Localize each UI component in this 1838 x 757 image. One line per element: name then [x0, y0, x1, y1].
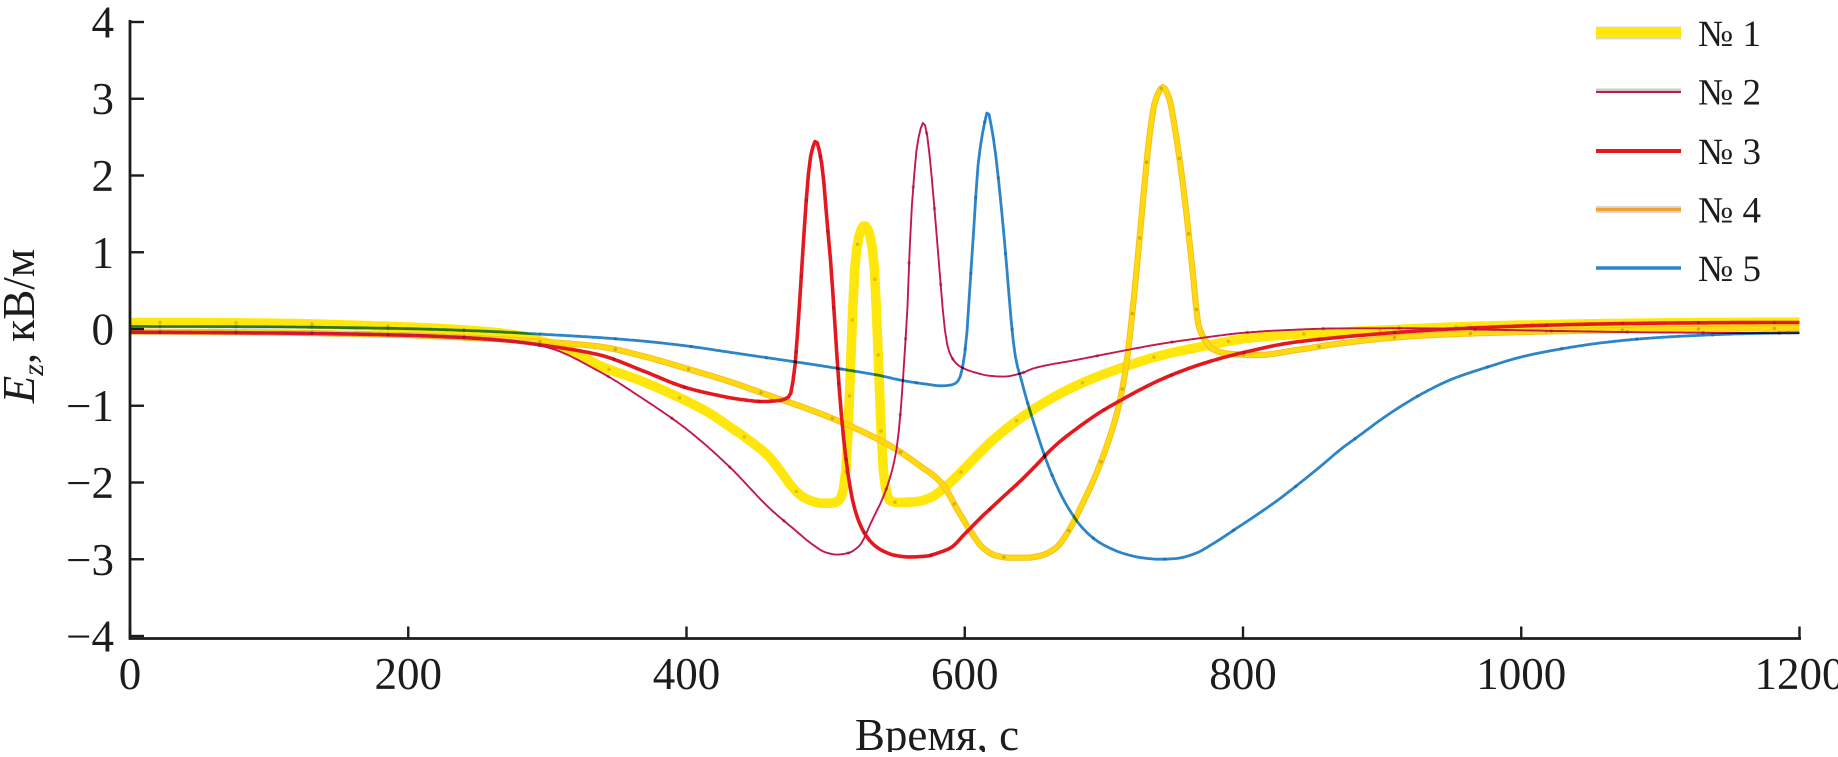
- svg-text:800: 800: [1209, 649, 1277, 699]
- svg-text:4: 4: [92, 0, 115, 48]
- svg-text:−1: −1: [66, 381, 114, 431]
- svg-text:−3: −3: [66, 535, 114, 585]
- svg-text:1000: 1000: [1476, 649, 1566, 699]
- svg-text:№ 2: № 2: [1698, 73, 1761, 114]
- svg-text:№ 4: № 4: [1698, 191, 1761, 232]
- svg-text:200: 200: [374, 649, 442, 699]
- svg-text:№ 5: № 5: [1698, 249, 1761, 290]
- svg-text:0: 0: [119, 649, 142, 699]
- svg-text:0: 0: [92, 305, 115, 355]
- svg-text:−2: −2: [66, 458, 114, 508]
- svg-text:Время, с: Время, с: [855, 710, 1019, 752]
- svg-text:−4: −4: [66, 612, 114, 662]
- svg-text:3: 3: [92, 74, 115, 124]
- svg-text:№ 3: № 3: [1698, 132, 1761, 173]
- svg-text:1: 1: [92, 228, 115, 278]
- svg-text:№ 1: № 1: [1698, 14, 1761, 55]
- svg-text:400: 400: [653, 649, 721, 699]
- svg-text:2: 2: [92, 151, 115, 201]
- svg-text:1200: 1200: [1755, 649, 1838, 699]
- svg-text:Ez, кВ/м: Ez, кВ/м: [0, 249, 50, 405]
- svg-text:600: 600: [931, 649, 999, 699]
